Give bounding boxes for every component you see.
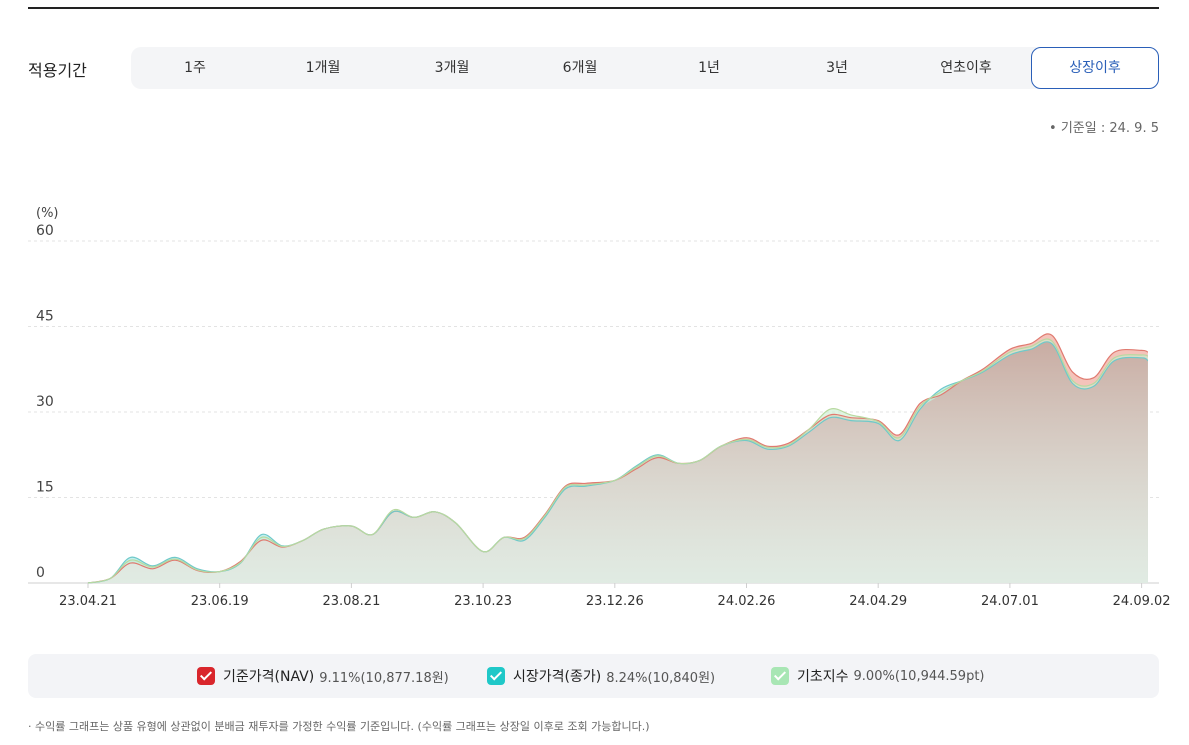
legend-item-1[interactable]: 기준가격(NAV) 9.11%(10,877.18원) — [197, 666, 449, 686]
period-tab-1[interactable]: 1주 — [184, 60, 206, 76]
x-tick-label: 23.08.21 — [322, 594, 380, 609]
x-tick-label: 23.06.19 — [191, 594, 249, 609]
series-area-body — [88, 341, 1148, 583]
series-line-1 — [87, 333, 1149, 584]
y-tick-label: 15 — [36, 480, 54, 496]
legend-value: 9.11%(10,877.18원) — [319, 670, 449, 686]
y-tick-label: 0 — [36, 565, 45, 581]
checkbox-checked-icon[interactable] — [487, 667, 505, 685]
legend-name: 기초지수 — [797, 669, 849, 685]
y-tick-label: 45 — [36, 309, 54, 325]
checkbox-checked-icon[interactable] — [197, 667, 215, 685]
x-tick-label: 23.10.23 — [454, 594, 512, 609]
footnote: · 수익률 그래프는 상품 유형에 상관없이 분배금 재투자를 가정한 수익률 … — [28, 720, 650, 733]
period-tab-8[interactable]: 상장이후 — [1031, 47, 1159, 89]
legend-bar: 기준가격(NAV) 9.11%(10,877.18원) 시장가격(종가) 8.24%(… — [28, 654, 1159, 698]
legend-name: 시장가격(종가) — [513, 669, 602, 685]
series-line-3 — [87, 338, 1149, 584]
legend-value: 8.24%(10,840원) — [606, 670, 716, 686]
y-axis-label: (%) — [36, 206, 59, 221]
x-tick-label: 23.12.26 — [586, 594, 644, 609]
x-tick-label: 24.07.01 — [981, 594, 1039, 609]
y-tick-label: 30 — [36, 394, 54, 410]
legend-name: 기준가격(NAV) — [223, 669, 315, 685]
basis-date: • 기준일 : 24. 9. 5 — [1049, 121, 1159, 136]
legend-item-3[interactable]: 기초지수 9.00%(10,944.59pt) — [771, 666, 984, 686]
legend-item-2[interactable]: 시장가격(종가) 8.24%(10,840원) — [487, 666, 715, 686]
y-tick-label: 60 — [36, 223, 54, 239]
x-tick-label: 24.04.29 — [849, 594, 907, 609]
period-label: 적용기간 — [28, 61, 87, 80]
period-tab-3[interactable]: 3개월 — [434, 60, 470, 76]
period-tab-2[interactable]: 1개월 — [305, 60, 341, 76]
checkbox-checked-icon[interactable] — [771, 667, 789, 685]
x-tick-label: 24.02.26 — [718, 594, 776, 609]
period-tab-4[interactable]: 6개월 — [562, 60, 598, 76]
legend-value: 9.00%(10,944.59pt) — [853, 668, 985, 684]
period-tab-7[interactable]: 연초이후 — [940, 60, 992, 76]
x-tick-label: 24.09.02 — [1113, 594, 1171, 609]
period-tab-6[interactable]: 3년 — [826, 60, 848, 76]
top-divider — [28, 7, 1159, 9]
x-tick-label: 23.04.21 — [59, 594, 117, 609]
period-tab-5[interactable]: 1년 — [698, 60, 720, 76]
period-tab-bar: 1주 1개월 3개월 6개월 1년 3년 연초이후 상장이후 — [131, 47, 1159, 89]
return-chart: 0 15 30 45 60 (%) 23.04.21 23.06.19 23.08.21 23.1… — [28, 206, 1171, 609]
